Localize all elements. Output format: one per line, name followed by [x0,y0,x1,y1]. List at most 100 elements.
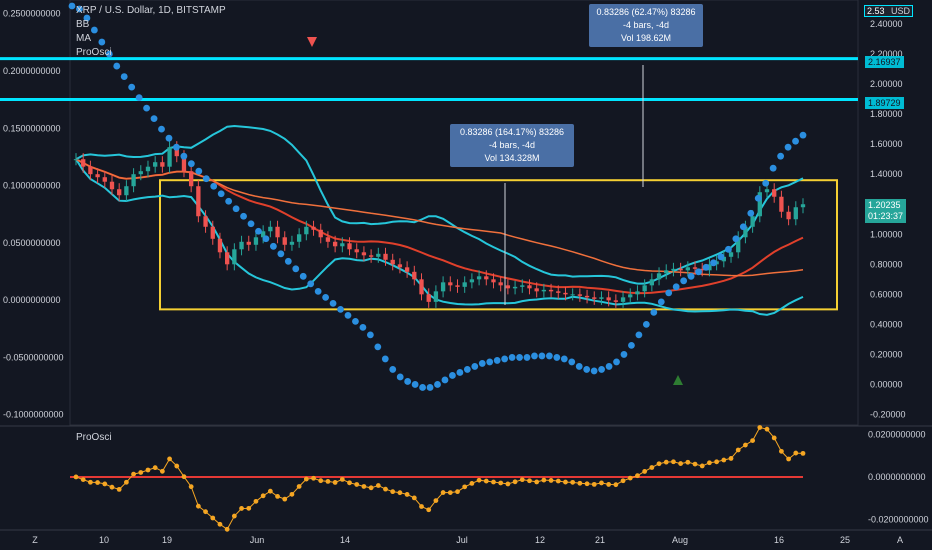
osc-dot [354,482,360,487]
sar-dot [143,104,150,112]
sell-marker-icon [307,37,317,47]
candle-body [383,253,388,260]
candle-body [354,249,359,253]
candle-body [260,231,266,238]
sub-pane-label[interactable]: ProOsci [76,432,112,443]
osc-dot [440,490,446,495]
candle-body [239,241,244,250]
sar-dot [657,298,665,306]
measure-annotation-1[interactable]: 0.83286 (164.17%) 83286 -4 bars, -4d Vol… [450,124,574,167]
osc-dot [131,471,136,477]
osc-dot [260,493,266,499]
annotation-1-change: 0.83286 (164.17%) 83286 [459,127,565,137]
markers [307,37,683,385]
osc-dot [282,496,288,502]
candle-body [678,268,683,271]
candle-body [491,279,496,283]
right-axis-tick: 0.40000 [870,319,903,329]
osc-dot [793,450,799,456]
sar-dot [553,354,561,361]
symbol-label[interactable]: XRP / U.S. Dollar, 1D, BITSTAMP [76,5,226,16]
sar-dot [426,384,434,391]
osc-dot [411,495,417,501]
sar-dot [187,160,195,168]
sar-dot [545,352,553,360]
indicator-lines [0,57,858,316]
osc-dot [764,426,770,432]
candle-body [728,252,734,257]
candle-body [73,159,79,161]
sar-dot [493,357,501,364]
sar-dot [314,287,322,295]
osc-dot [347,480,352,486]
sar-dot [269,242,277,250]
sar-dot [605,363,613,370]
sar-dot [225,197,233,205]
sar-dot [292,265,300,273]
sar-dot [538,352,546,360]
candle-body [368,255,374,257]
indicator-bb[interactable]: BB [76,19,90,30]
osc-dot [217,521,223,527]
candle-body [289,241,295,245]
sar-dot [665,289,673,297]
candle-body [772,189,777,197]
sar-dot [590,367,598,375]
sar-dot [202,175,210,183]
range-box [159,179,838,311]
candle-body [131,174,136,187]
measure-annotation-2[interactable]: 0.83286 (62.47%) 83286 -4 bars, -4d Vol … [589,4,703,47]
osc-dot [613,482,619,488]
left-axis-tick: 0.1000000000 [3,181,61,191]
candle-body [800,204,806,208]
parabolic-dots [68,2,807,391]
sar-dot [329,299,337,307]
candle-body [174,147,179,157]
candle-body [304,226,309,235]
candle-body [448,282,453,286]
sar-dot [210,182,218,190]
sar-dot [710,259,717,267]
osc-dot [123,479,129,485]
candle-body [700,268,705,271]
osc-dot [203,509,208,515]
sar-dot [717,253,725,261]
sar-dot [381,355,389,363]
sar-dot [98,38,106,46]
sar-dot [732,235,740,243]
osc-dot [339,476,345,482]
sar-dot [366,331,374,339]
left-axis-tick: 0.0500000000 [3,238,61,248]
sar-dot [680,277,688,285]
candle-body [117,189,122,196]
candle-body [390,259,395,265]
sar-dot [389,366,397,373]
main-pane-frame [69,0,859,426]
candle-body [779,196,784,212]
candle-body [462,282,467,287]
indicator-proosci[interactable]: ProOsci [76,47,112,58]
x-axis-tick: Z [32,535,38,545]
sar-dot [501,355,509,363]
candle-body [455,285,460,287]
candle-body [189,171,194,187]
right-axis-tick: -0.20000 [870,409,906,419]
x-axis-tick: Jul [456,535,468,545]
candle-body [649,279,655,286]
hline-tag-a: 2.16937 [865,56,904,68]
annotation-2-change: 0.83286 (62.47%) 83286 [596,7,696,17]
osc-dot [246,505,252,511]
candle-body [275,226,280,238]
buy-marker-icon [673,375,683,385]
indicator-ma[interactable]: MA [76,33,91,44]
annotation-2-volume: Vol 198.62M [620,33,672,43]
osc-dot [231,513,237,519]
sar-dot [695,268,702,276]
candle-body [757,192,762,217]
candle-body [476,276,482,280]
candle-body [325,237,331,242]
candle-body [318,229,323,238]
currency-label[interactable]: USD [891,6,911,16]
candle-body [102,177,107,182]
